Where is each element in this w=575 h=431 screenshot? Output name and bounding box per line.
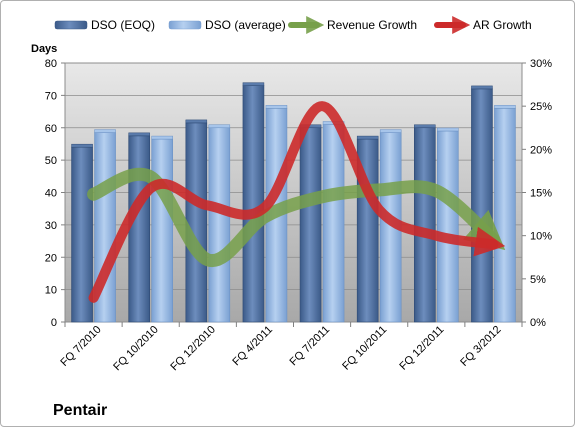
bar-top-dso-average <box>95 130 116 133</box>
legend: DSO (EOQ) DSO (average) Revenue Growth A… <box>55 18 532 32</box>
bar-top-dso-average <box>380 130 401 133</box>
y-tick-label: 60 <box>45 123 57 135</box>
bar-dso-average <box>323 125 344 322</box>
bar-top-dso-eoq <box>357 136 378 139</box>
y-axis-title: Days <box>31 43 57 55</box>
y2-tick-label: 10% <box>530 231 552 243</box>
bar-top-dso-eoq <box>414 125 435 128</box>
bar-top-dso-average <box>437 128 458 131</box>
x-tick-label: FQ 12/2011 <box>397 324 446 373</box>
bar-dso-average <box>494 108 515 322</box>
bar-dso-eoq <box>471 89 492 322</box>
y-tick-label: 0 <box>51 317 57 329</box>
y-tick-label: 30 <box>45 220 57 232</box>
x-tick-label: FQ 12/2010 <box>168 324 218 374</box>
legend-label-dso-eoq: DSO (EOQ) <box>91 18 155 32</box>
bar-top-dso-average <box>266 105 287 108</box>
legend-item-dso-eoq: DSO (EOQ) <box>55 18 155 32</box>
legend-item-revenue-growth: Revenue Growth <box>291 18 417 32</box>
y2-tick-label: 0% <box>530 317 546 329</box>
y-tick-label: 40 <box>45 188 57 200</box>
bar-top-dso-eoq <box>186 120 207 123</box>
chart-title: Pentair <box>53 402 107 419</box>
legend-swatch-dso-average <box>169 21 201 29</box>
bar-top-dso-average <box>152 136 173 139</box>
y2-tick-label: 30% <box>530 58 552 70</box>
legend-label-revenue-growth: Revenue Growth <box>327 18 417 32</box>
bar-top-dso-eoq <box>72 144 93 147</box>
bar-dso-average <box>209 128 230 322</box>
x-tick-label: FQ 7/2011 <box>288 324 333 369</box>
bar-dso-eoq <box>243 86 264 322</box>
bar-dso-eoq <box>414 128 435 322</box>
bar-top-dso-average <box>209 125 230 128</box>
bar-dso-eoq <box>300 128 321 322</box>
y2-tick-label: 15% <box>530 188 552 200</box>
x-tick-label: FQ 7/2010 <box>58 324 103 369</box>
y2-tick-label: 25% <box>530 101 552 113</box>
bar-top-dso-eoq <box>129 133 150 136</box>
y-tick-label: 20 <box>45 252 57 264</box>
y-tick-label: 50 <box>45 155 57 167</box>
legend-label-dso-average: DSO (average) <box>205 18 286 32</box>
legend-item-ar-growth: AR Growth <box>437 18 532 32</box>
legend-item-dso-average: DSO (average) <box>169 18 286 32</box>
bar-dso-eoq <box>186 123 207 322</box>
bar-dso-average <box>437 131 458 322</box>
y-tick-label: 80 <box>45 58 57 70</box>
x-tick-label: FQ 3/2012 <box>458 324 503 369</box>
y-tick-label: 10 <box>45 285 57 297</box>
y2-tick-label: 5% <box>530 274 546 286</box>
y-tick-label: 70 <box>45 90 57 102</box>
y-axis-right: 0% 5% 10% 15% 20% 25% 30% <box>522 58 552 329</box>
bar-top-dso-eoq <box>471 86 492 89</box>
bar-top-dso-average <box>494 105 515 108</box>
legend-swatch-dso-eoq <box>55 21 87 29</box>
y2-tick-label: 20% <box>530 144 552 156</box>
bar-top-dso-eoq <box>243 83 264 86</box>
x-tick-label: FQ 4/2011 <box>230 324 275 369</box>
x-tick-label: FQ 10/2010 <box>111 324 161 374</box>
bar-dso-average <box>152 139 173 322</box>
legend-label-ar-growth: AR Growth <box>473 18 532 32</box>
x-tick-label: FQ 10/2011 <box>340 324 389 373</box>
bar-dso-eoq <box>129 136 150 322</box>
y-axis-left: 0 10 20 30 40 50 60 70 80 <box>45 58 65 329</box>
